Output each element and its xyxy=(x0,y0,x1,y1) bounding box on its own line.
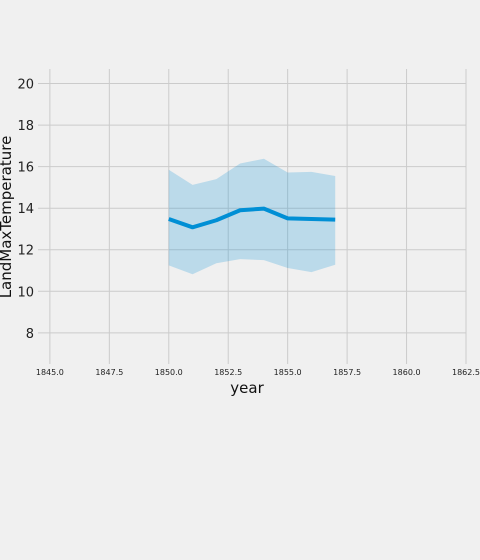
y-tick-label: 18 xyxy=(17,119,34,134)
y-tick-label: 16 xyxy=(17,161,34,176)
series-band xyxy=(168,158,336,275)
x-tick-label: 1862.5 xyxy=(452,368,480,377)
x-tick-label: 1850.0 xyxy=(155,368,183,377)
x-tick-label: 1852.5 xyxy=(214,368,242,377)
y-tick-label: 14 xyxy=(17,202,34,217)
x-tick-label: 1857.5 xyxy=(333,368,361,377)
x-tick-label: 1847.5 xyxy=(95,368,123,377)
y-tick-label: 10 xyxy=(17,285,34,300)
x-tick-label: 1845.0 xyxy=(36,368,64,377)
y-tick-label: 12 xyxy=(17,244,34,259)
x-tick-labels: 1845.0 1847.5 1850.0 1852.5 1855.0 1857.5 1860… xyxy=(36,368,480,377)
series-line xyxy=(168,206,336,230)
confidence-band xyxy=(168,158,336,275)
x-tick-label: 1860.0 xyxy=(393,368,421,377)
y-tick-label: 20 xyxy=(17,78,34,93)
y-tick-labels: 8 10 12 14 16 18 20 xyxy=(17,78,34,342)
y-axis-label: LandMaxTemperature xyxy=(0,136,15,299)
x-tick-label: 1855.0 xyxy=(274,368,302,377)
y-tick-label: 8 xyxy=(26,327,34,342)
x-axis-label: year xyxy=(230,379,264,397)
series-lines xyxy=(168,206,336,230)
